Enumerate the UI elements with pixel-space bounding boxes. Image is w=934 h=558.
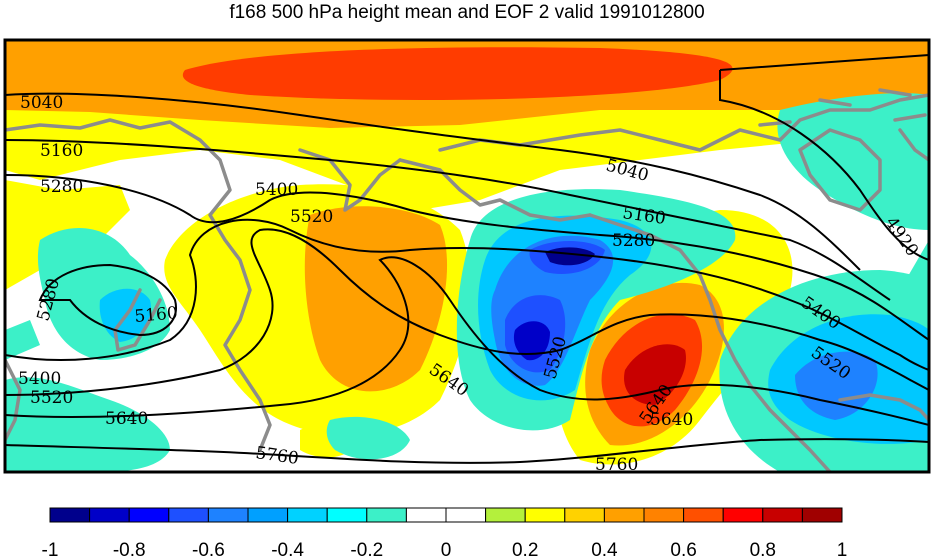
- colorbar-tick-label: 0.2: [512, 540, 538, 558]
- colorbar-swatch: [762, 507, 803, 523]
- contour-label: 5640: [105, 409, 148, 429]
- contour-4920: [719, 54, 929, 261]
- colorbar-swatch: [564, 507, 605, 523]
- anomaly-orange-center: [304, 206, 448, 392]
- coast-asia: [5, 118, 272, 452]
- contour-5160-low: [38, 263, 177, 337]
- map-title: f168 500 hPa height mean and EOF 2 valid…: [229, 2, 705, 23]
- colorbar: -1 -0.8 -0.6 -0.4 -0.2 0 0.2 0.4 0.6 0.8 1: [42, 507, 848, 558]
- anomaly-cyan-bottomcenter: [326, 416, 410, 460]
- map-plot-area: 5040 5160 5280 5400 5520 5640 5760 5040 …: [5, 40, 929, 475]
- colorbar-swatch: [405, 507, 447, 523]
- contour-label: 5400: [18, 369, 61, 389]
- contour-label: 5400: [255, 180, 298, 200]
- colorbar-swatch: [89, 507, 130, 523]
- colorbar-swatch: [247, 507, 289, 523]
- map-frame: [3, 38, 931, 474]
- colorbar-swatch: [326, 507, 368, 523]
- colorbar-swatch: [445, 507, 487, 523]
- coast-greenland: [898, 128, 929, 162]
- coast-left-edge: [5, 358, 22, 442]
- contour-label: 5160: [40, 141, 83, 161]
- colorbar-tick-label: 0.6: [670, 540, 696, 558]
- contour-5760: [5, 438, 929, 464]
- contour-label: 5640: [650, 410, 693, 430]
- contour-5520: [5, 228, 929, 396]
- colorbar-swatch: [722, 507, 764, 523]
- colorbar-tick-label: 0: [441, 540, 452, 558]
- anomaly-cyan-leftedge: [5, 320, 40, 360]
- contour-label: 5760: [595, 455, 638, 475]
- colorbar-swatch: [207, 507, 249, 523]
- colorbar-swatch: [366, 507, 407, 523]
- anomaly-cyan-topright: [777, 93, 929, 230]
- colorbar-swatch: [168, 507, 209, 523]
- anomaly-red-top: [182, 47, 733, 100]
- coast-arctic-islands: [758, 88, 927, 127]
- coast-hudson: [798, 128, 882, 212]
- coast-nw-america: [588, 213, 832, 472]
- colorbar-swatch: [603, 507, 645, 523]
- positive-anomaly-fills: [5, 40, 929, 465]
- colorbar-tick-label: -0.6: [192, 540, 225, 558]
- coast-gulf: [838, 393, 929, 422]
- colorbar-swatch: [524, 507, 566, 523]
- colorbar-swatch: [49, 507, 91, 523]
- anomaly-blue-right: [795, 351, 878, 420]
- colorbar-swatch: [801, 507, 843, 523]
- contour-5160: [5, 139, 891, 301]
- contour-label: 5520: [30, 388, 73, 408]
- contour-label: 5280: [40, 177, 83, 197]
- colorbar-swatch: [643, 507, 685, 523]
- coastlines: [5, 88, 929, 472]
- contour-label: 5280: [612, 231, 655, 251]
- colorbar-tick-label: -0.4: [271, 540, 304, 558]
- colorbar-swatch: [287, 507, 328, 523]
- colorbar-tick-label: 1: [837, 540, 848, 558]
- colorbar-tick-label: -1: [42, 540, 59, 558]
- contour-5640: [5, 256, 929, 426]
- contour-label: 5160: [134, 303, 179, 327]
- colorbar-swatch: [128, 507, 170, 523]
- contour-5280: [5, 174, 929, 341]
- anomaly-darkblue-center: [513, 321, 550, 361]
- colorbar-tick-label: 0.8: [750, 540, 776, 558]
- colorbar-tick-label: 0.4: [591, 540, 618, 558]
- anomaly-darkred-right: [624, 344, 686, 405]
- contour-5400: [5, 218, 929, 371]
- anomaly-cyan-far-right: [900, 240, 929, 300]
- contour-5040: [5, 92, 861, 271]
- coast-japan: [113, 288, 162, 352]
- coast-alaska: [438, 93, 929, 152]
- colorbar-tick-label: -0.8: [113, 540, 146, 558]
- negative-anomaly-fills: [5, 93, 929, 472]
- contour-label: 5520: [290, 207, 333, 227]
- colorbar-swatch: [485, 507, 526, 523]
- colorbar-tick-label: -0.2: [350, 540, 383, 558]
- contour-label: 5040: [20, 93, 63, 113]
- height-contours: [5, 54, 929, 464]
- colorbar-swatch: [683, 507, 724, 523]
